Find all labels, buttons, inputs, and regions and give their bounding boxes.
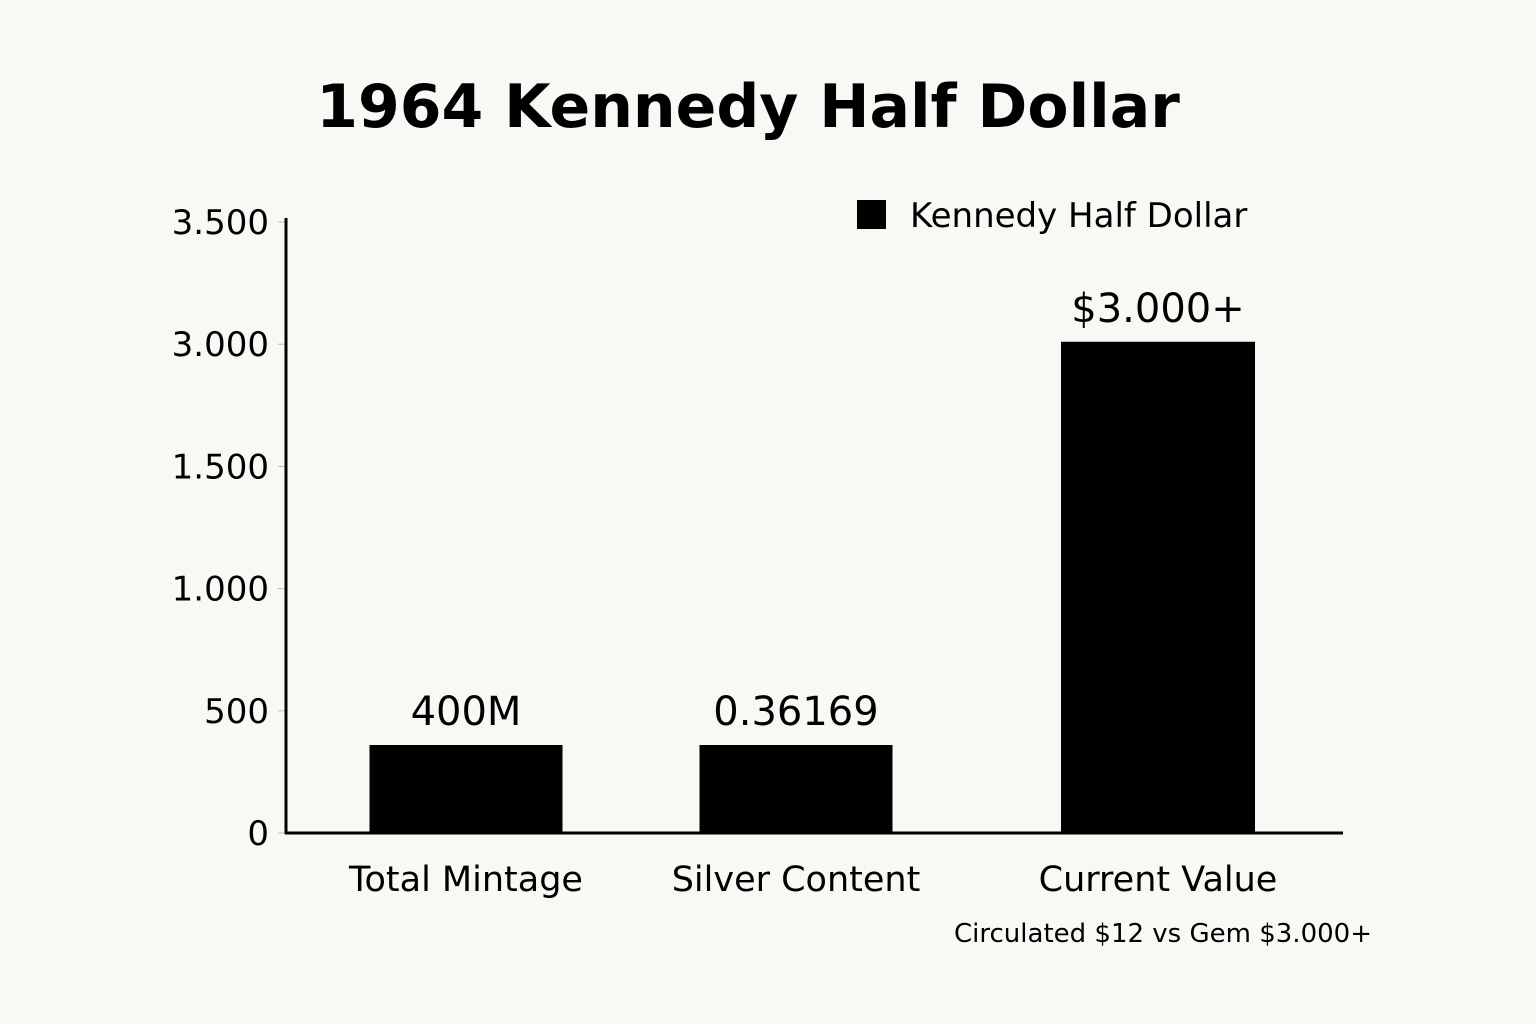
y-axis-ticks: 0 500 1.000 1.500 3.000 3.500 xyxy=(172,203,286,854)
legend-label: Kennedy Half Dollar xyxy=(910,196,1247,236)
value-note: Circulated $12 vs Gem $3.000+ xyxy=(954,919,1372,949)
chart-title: 1964 Kennedy Half Dollar xyxy=(316,72,1180,142)
x-tick-label: Total Mintage xyxy=(348,860,583,900)
bar xyxy=(1061,341,1255,833)
data-labels: 400M 0.36169 $3.000+ xyxy=(411,286,1245,735)
y-tick-label: 3.500 xyxy=(172,203,269,243)
bar xyxy=(699,745,893,833)
legend: Kennedy Half Dollar xyxy=(857,196,1247,236)
bars xyxy=(369,341,1255,833)
y-tick-label: 1.500 xyxy=(172,447,269,487)
bar-value-label: 400M xyxy=(411,689,522,735)
x-tick-label: Current Value xyxy=(1039,860,1278,900)
bar xyxy=(369,745,563,833)
bar-value-label: 0.36169 xyxy=(713,689,878,735)
y-tick-label: 500 xyxy=(204,692,269,732)
y-tick-label: 3.000 xyxy=(172,325,269,365)
category-labels: Total Mintage Silver Content Current Value xyxy=(348,860,1277,900)
x-tick-label: Silver Content xyxy=(672,860,921,900)
legend-swatch xyxy=(857,200,886,229)
bar-value-label: $3.000+ xyxy=(1071,286,1244,332)
y-tick-label: 0 xyxy=(247,814,269,854)
y-tick-label: 1.000 xyxy=(172,570,269,610)
